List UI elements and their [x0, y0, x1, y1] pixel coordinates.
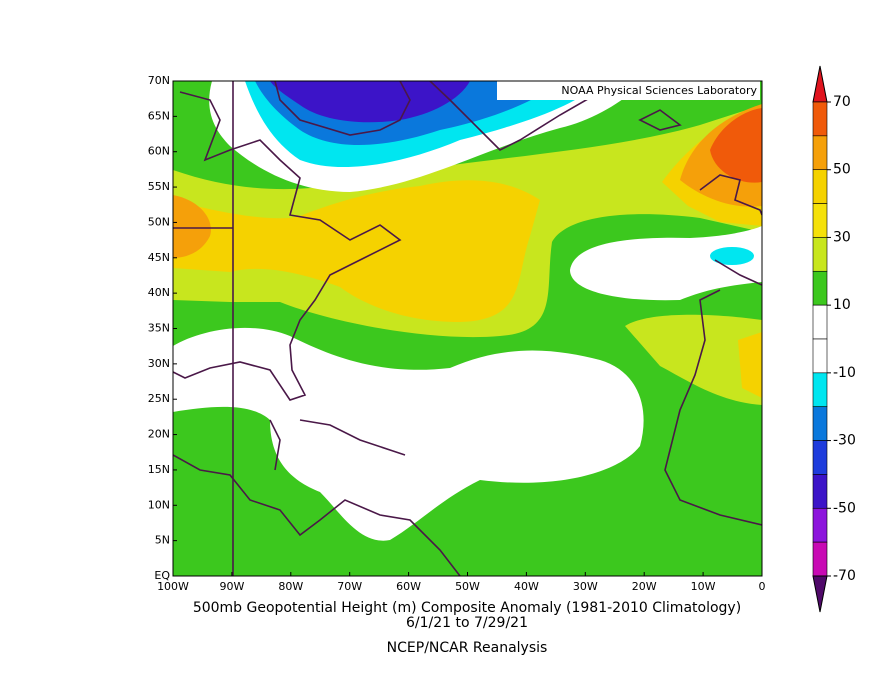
colorbar-label: 30 — [833, 229, 851, 245]
colorbar-segment — [812, 338, 828, 374]
colorbar-segment — [812, 237, 828, 272]
lon-label: 40W — [514, 580, 539, 593]
banner-box — [497, 81, 760, 100]
colorbar-label: -30 — [833, 433, 856, 449]
colorbar-segment — [812, 406, 828, 441]
lon-label: 50W — [455, 580, 480, 593]
lat-label: 5N — [155, 534, 170, 547]
colorbar-segment — [812, 135, 828, 171]
field-white — [570, 226, 762, 301]
colorbar-label: 10 — [833, 297, 851, 313]
lat-label: 35N — [148, 322, 170, 335]
lat-label: 50N — [148, 215, 170, 228]
lat-label: 70N — [148, 74, 170, 87]
colorbar-label: -10 — [833, 365, 856, 381]
field-yellow — [738, 332, 762, 398]
lat-label: 55N — [148, 180, 170, 193]
lon-label: 80W — [278, 580, 303, 593]
lat-label: EQ — [154, 569, 170, 582]
colorbar-segment — [812, 304, 828, 340]
colorbar-arrow — [812, 65, 828, 103]
lon-label: 10W — [691, 580, 716, 593]
colorbar-segment — [812, 541, 828, 577]
field-white — [173, 327, 644, 541]
lat-label: 45N — [148, 251, 170, 264]
colorbar-segment — [812, 474, 828, 509]
caption-dates: 6/1/21 to 7/29/21 — [406, 615, 528, 631]
field-red — [710, 108, 762, 183]
colorbar-segment — [812, 101, 828, 137]
lat-label: 65N — [148, 109, 170, 122]
colorbar-segment — [812, 270, 828, 306]
caption-source: NCEP/NCAR Reanalysis — [387, 640, 548, 656]
colorbar-label: 70 — [833, 94, 851, 110]
colorbar-segment — [812, 169, 828, 204]
lat-label: 60N — [148, 145, 170, 158]
lat-label: 40N — [148, 286, 170, 299]
lon-label: 30W — [573, 580, 598, 593]
lat-label: 10N — [148, 498, 170, 511]
lat-label: 15N — [148, 463, 170, 476]
lat-label: 20N — [148, 428, 170, 441]
lat-label: 30N — [148, 357, 170, 370]
field-cyan — [710, 247, 754, 265]
lon-label: 100W — [157, 580, 189, 593]
colorbar-label: -70 — [833, 568, 856, 584]
colorbar-segment — [812, 507, 828, 543]
colorbar-segment — [812, 203, 828, 238]
colorbar-arrow — [812, 575, 828, 613]
field-darkblue — [270, 81, 470, 123]
lat-label: 25N — [148, 392, 170, 405]
anomaly-field: NOAA Physical Sciences Laboratory — [173, 81, 762, 576]
colorbar-segment — [812, 440, 828, 475]
lon-label: 70W — [337, 580, 362, 593]
colorbar-label: -50 — [833, 500, 856, 516]
banner: NOAA Physical Sciences Laboratory — [561, 84, 757, 97]
field-orange — [173, 195, 211, 258]
lon-label: 20W — [632, 580, 657, 593]
lon-label: 60W — [396, 580, 421, 593]
field-yellowgreen — [625, 314, 762, 405]
lon-label: 0 — [759, 580, 766, 593]
field-yellow — [173, 180, 540, 322]
lon-label: 90W — [219, 580, 244, 593]
colorbar-segment — [812, 372, 828, 408]
colorbar-label: 50 — [833, 162, 851, 178]
caption-title: 500mb Geopotential Height (m) Composite … — [193, 600, 741, 616]
